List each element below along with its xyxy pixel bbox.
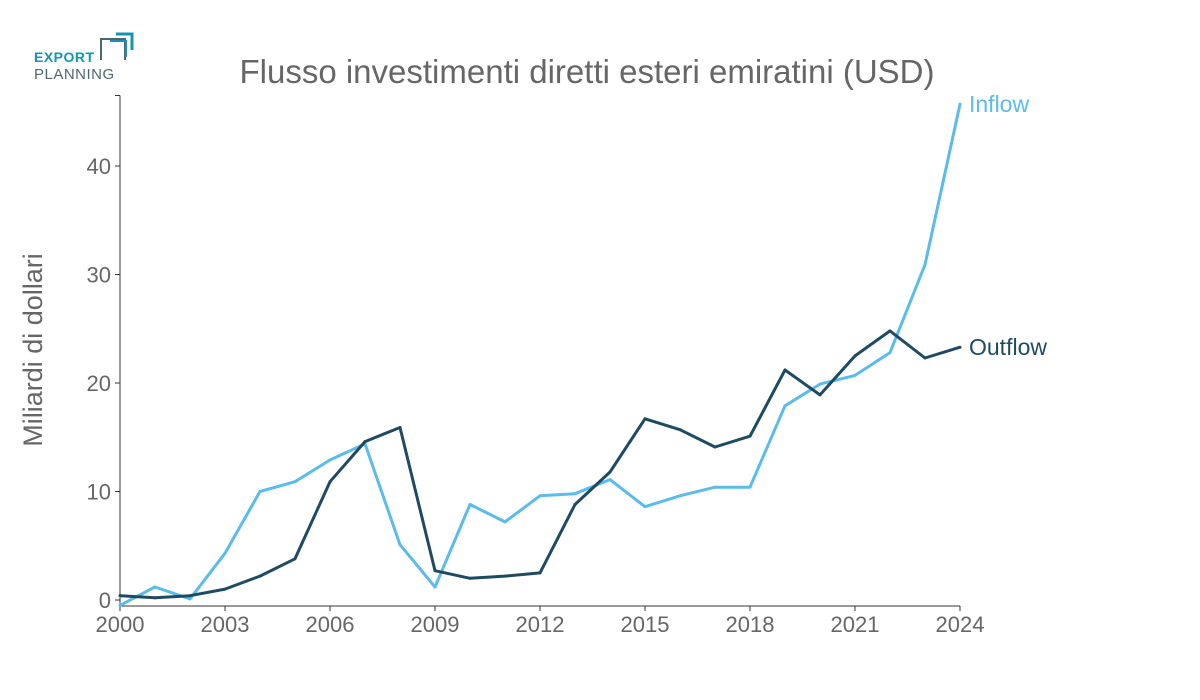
logo-squares-icon — [100, 32, 134, 60]
export-planning-logo: EXPORT PLANNING — [34, 30, 144, 86]
data-point-inflow — [608, 478, 612, 482]
y-tick-label: 40 — [87, 154, 111, 179]
data-point-inflow — [678, 494, 682, 498]
data-point-inflow — [468, 503, 472, 507]
data-point-inflow — [643, 505, 647, 509]
data-point-inflow — [713, 485, 717, 489]
data-point-inflow — [433, 585, 437, 589]
data-point-outflow — [748, 434, 752, 438]
chart-title: Flusso investimenti diretti esteri emira… — [239, 53, 934, 90]
y-tick-label: 20 — [87, 371, 111, 396]
data-point-inflow — [538, 494, 542, 498]
data-point-outflow — [293, 557, 297, 561]
data-point-inflow — [853, 373, 857, 377]
x-tick-label: 2006 — [306, 612, 355, 637]
data-point-inflow — [258, 490, 262, 493]
data-point-inflow — [188, 597, 192, 601]
data-point-inflow — [398, 543, 402, 547]
data-point-outflow — [188, 594, 192, 598]
x-tick-label: 2021 — [831, 612, 880, 637]
data-point-inflow — [573, 492, 577, 496]
logo-text-planning: PLANNING — [34, 66, 115, 83]
data-point-outflow — [608, 470, 612, 474]
data-point-inflow — [328, 458, 332, 462]
data-point-inflow — [923, 263, 927, 267]
data-point-outflow — [363, 440, 367, 444]
data-point-outflow — [678, 428, 682, 432]
data-point-outflow — [888, 329, 892, 333]
data-point-inflow — [503, 520, 507, 524]
series-label-inflow: Inflow — [969, 91, 1029, 117]
data-point-outflow — [433, 569, 437, 573]
x-tick-label: 2024 — [936, 612, 985, 637]
data-point-outflow — [468, 576, 472, 580]
data-point-inflow — [118, 603, 122, 607]
data-point-inflow — [153, 585, 157, 589]
data-point-outflow — [538, 571, 542, 575]
data-point-outflow — [223, 587, 227, 591]
data-point-inflow — [783, 404, 787, 408]
y-axis-label: Miliardi di dollari — [18, 253, 48, 447]
data-point-inflow — [958, 102, 962, 106]
data-point-inflow — [888, 351, 892, 355]
data-point-inflow — [293, 480, 297, 484]
y-tick-label: 30 — [87, 263, 111, 288]
data-point-inflow — [748, 485, 752, 489]
data-point-outflow — [503, 574, 507, 578]
logo-text-export: EXPORT — [34, 49, 95, 65]
x-tick-label: 2009 — [411, 612, 460, 637]
data-point-outflow — [713, 445, 717, 449]
x-tick-label: 2015 — [621, 612, 670, 637]
series-line-inflow — [119, 103, 962, 607]
data-point-outflow — [958, 345, 962, 349]
data-point-outflow — [398, 425, 402, 429]
data-point-outflow — [643, 417, 647, 421]
data-point-inflow — [223, 551, 227, 555]
data-point-outflow — [573, 503, 577, 507]
series-label-outflow: Outflow — [969, 334, 1047, 360]
data-point-outflow — [923, 356, 927, 360]
x-tick-label: 2000 — [96, 612, 145, 637]
y-tick-label: 0 — [99, 588, 111, 613]
data-point-outflow — [783, 368, 787, 372]
data-point-outflow — [853, 354, 857, 358]
data-point-outflow — [328, 480, 332, 484]
x-tick-label: 2003 — [201, 612, 250, 637]
data-point-outflow — [153, 596, 157, 600]
data-point-outflow — [118, 594, 122, 598]
data-point-outflow — [818, 393, 822, 397]
x-tick-label: 2012 — [516, 612, 565, 637]
x-tick-label: 2018 — [726, 612, 775, 637]
y-tick-label: 10 — [87, 480, 111, 505]
data-point-outflow — [258, 574, 262, 578]
data-point-inflow — [818, 382, 822, 386]
series-line-outflow — [119, 329, 961, 600]
